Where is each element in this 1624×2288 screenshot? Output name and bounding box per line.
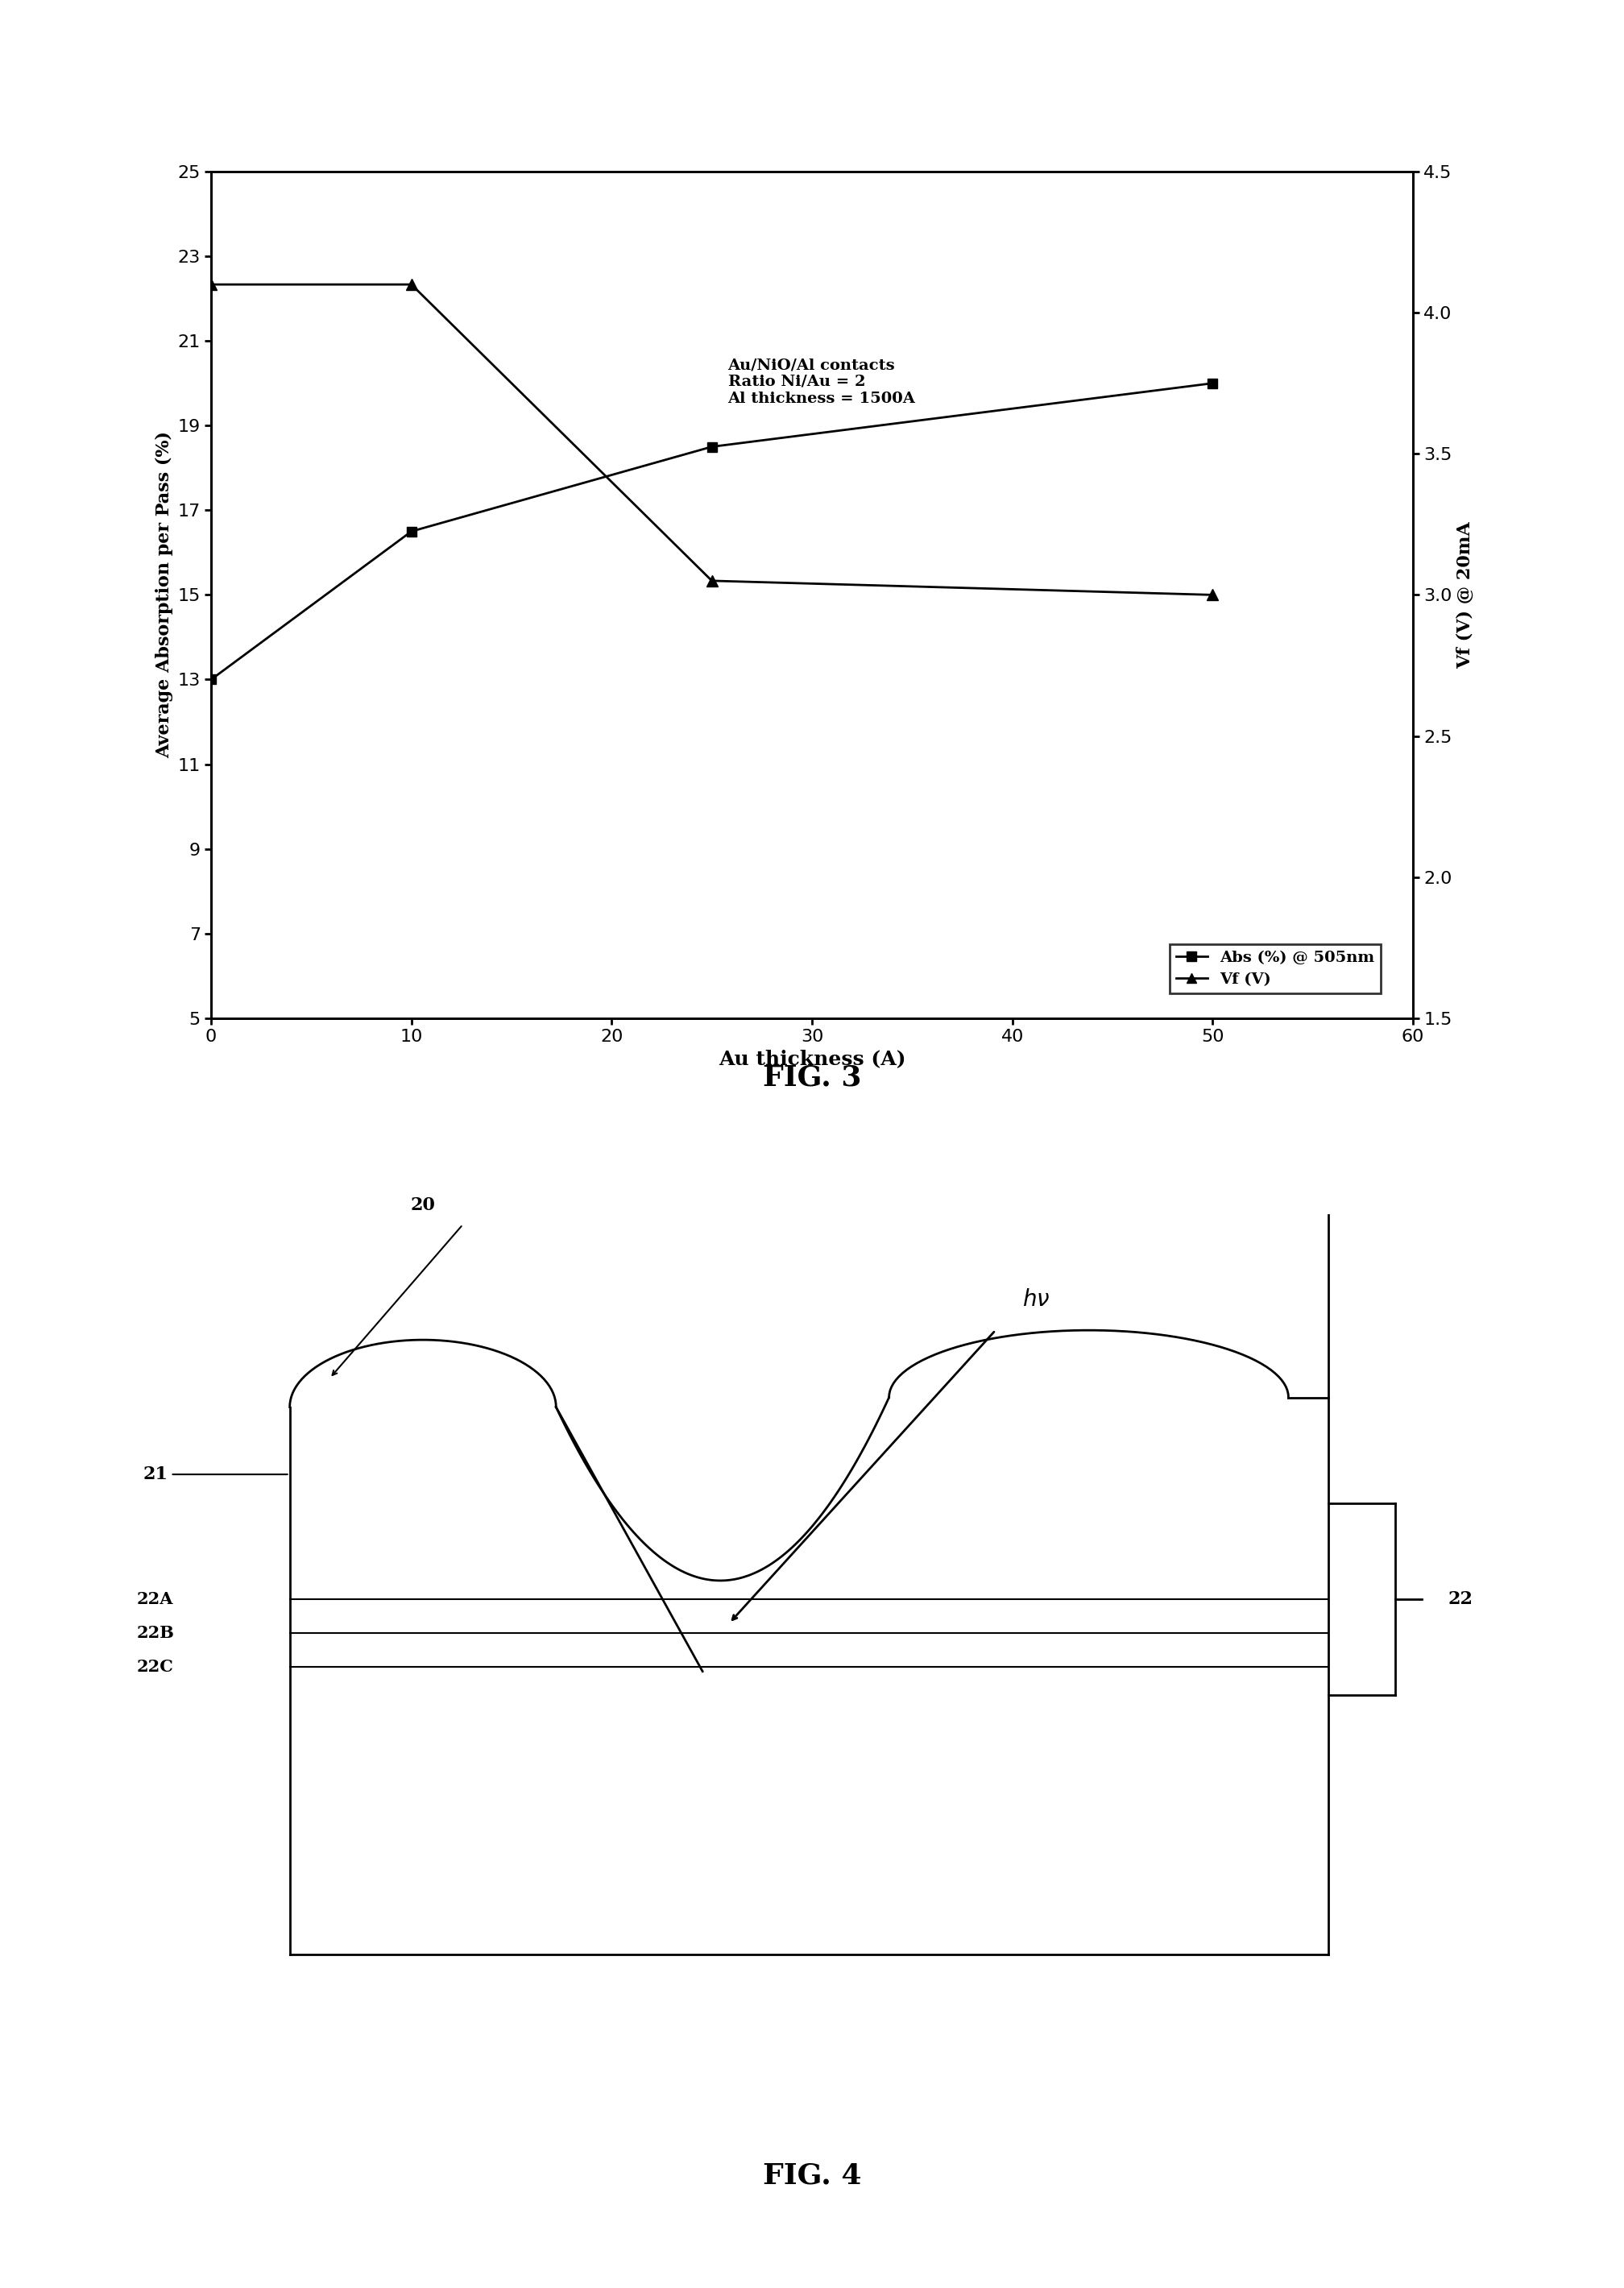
Text: 20: 20	[411, 1197, 435, 1215]
Text: $h\nu$: $h\nu$	[1021, 1288, 1049, 1311]
X-axis label: Au thickness (A): Au thickness (A)	[718, 1050, 906, 1068]
Y-axis label: Average Absorption per Pass (%): Average Absorption per Pass (%)	[156, 432, 174, 757]
Text: 21: 21	[143, 1467, 287, 1483]
Text: 22A: 22A	[136, 1590, 174, 1608]
Text: 22C: 22C	[136, 1659, 174, 1675]
Text: FIG. 3: FIG. 3	[763, 1064, 861, 1091]
Text: FIG. 4: FIG. 4	[763, 2162, 861, 2190]
Text: Au/NiO/Al contacts
Ratio Ni/Au = 2
Al thickness = 1500A: Au/NiO/Al contacts Ratio Ni/Au = 2 Al th…	[728, 357, 916, 405]
Text: 22: 22	[1449, 1590, 1473, 1608]
Legend: Abs (%) @ 505nm, Vf (V): Abs (%) @ 505nm, Vf (V)	[1169, 945, 1380, 993]
Y-axis label: Vf (V) @ 20mA: Vf (V) @ 20mA	[1457, 522, 1475, 668]
Text: 22B: 22B	[136, 1624, 174, 1640]
